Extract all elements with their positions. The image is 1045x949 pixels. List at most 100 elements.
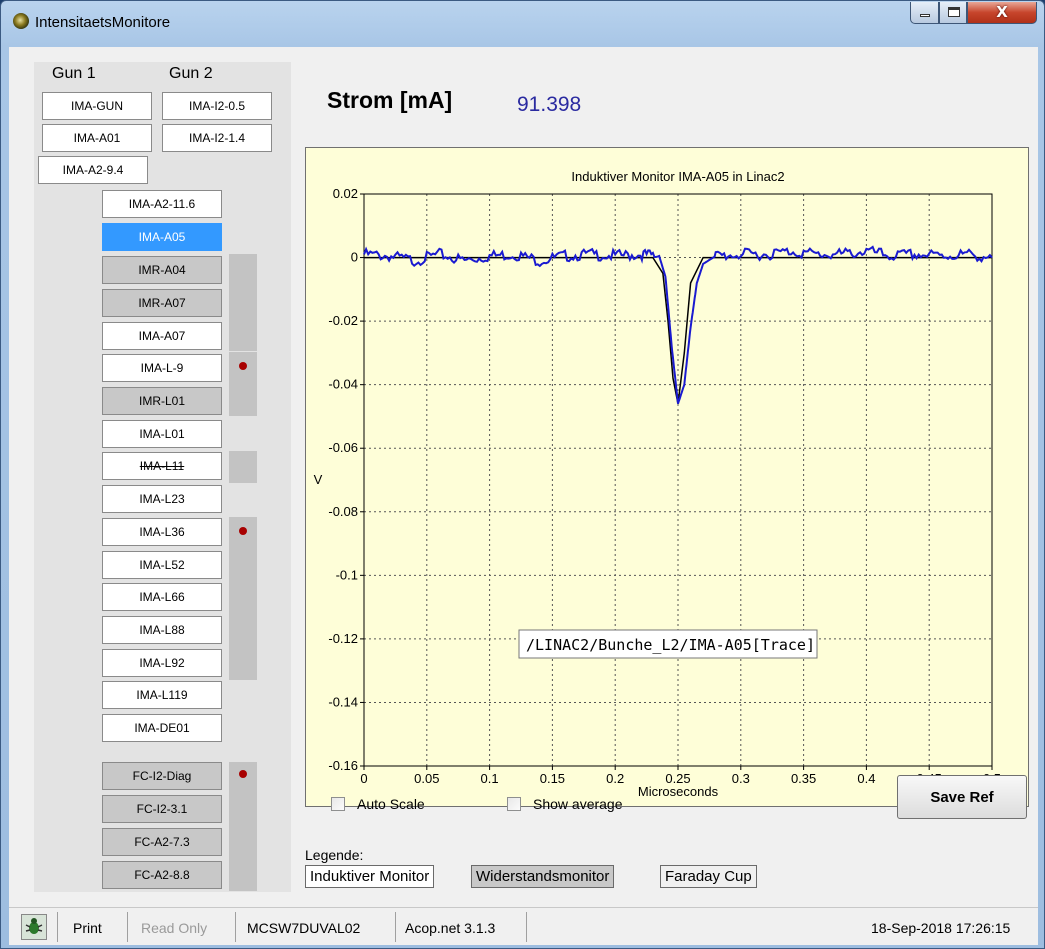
checkbox-box[interactable] bbox=[331, 797, 345, 811]
status-dot bbox=[239, 770, 247, 778]
x-tick-label: 0.15 bbox=[540, 771, 565, 786]
monitor-button-ima-a05[interactable]: IMA-A05 bbox=[102, 223, 222, 251]
monitor-button-ima-gun[interactable]: IMA-GUN bbox=[42, 92, 152, 120]
x-tick-label: 0.25 bbox=[665, 771, 690, 786]
monitor-button-label: IMA-GUN bbox=[71, 99, 123, 113]
y-tick-label: -0.08 bbox=[328, 504, 358, 519]
version-label: Acop.net 3.1.3 bbox=[405, 920, 496, 936]
chart-tooltip-box bbox=[518, 629, 818, 659]
read-only-status: Read Only bbox=[141, 920, 208, 936]
monitor-button-label: FC-I2-3.1 bbox=[136, 802, 188, 816]
monitor-button-ima-l52[interactable]: IMA-L52 bbox=[102, 551, 222, 579]
monitor-button-imr-l01[interactable]: IMR-L01 bbox=[102, 387, 222, 415]
monitor-button-label: IMA-I2-1.4 bbox=[188, 131, 245, 145]
close-icon: X bbox=[996, 3, 1008, 21]
monitor-button-label: IMR-A04 bbox=[138, 263, 186, 277]
legend-title: Legende: bbox=[305, 847, 364, 863]
x-tick-label: 0.3 bbox=[732, 771, 750, 786]
y-tick-label: -0.06 bbox=[328, 440, 358, 455]
monitor-button-imr-a04[interactable]: IMR-A04 bbox=[102, 256, 222, 284]
monitor-button-ima-l-9[interactable]: IMA-L-9 bbox=[102, 354, 222, 382]
y-tick-label: -0.16 bbox=[328, 758, 358, 773]
save-ref-button[interactable]: Save Ref bbox=[897, 775, 1027, 819]
current-value: 91.398 bbox=[517, 93, 582, 116]
monitor-button-ima-l11[interactable]: IMA-L11 bbox=[102, 452, 222, 480]
chart-tooltip-text: /LINAC2/Bunche_L2/IMA-A05[Trace] bbox=[526, 636, 815, 654]
x-tick-label: 0 bbox=[360, 771, 367, 786]
legend-induktiver: Induktiver Monitor bbox=[305, 865, 435, 888]
monitor-button-ima-a01[interactable]: IMA-A01 bbox=[42, 124, 152, 152]
y-tick-label: -0.02 bbox=[328, 313, 358, 328]
title-bar[interactable]: IntensitaetsMonitore X bbox=[1, 1, 1044, 43]
indicator-bar bbox=[229, 762, 257, 891]
legend-widerstand: Widerstandsmonitor bbox=[471, 865, 615, 888]
print-button[interactable]: Print bbox=[73, 920, 102, 936]
monitor-button-label: IMA-A2-11.6 bbox=[128, 197, 196, 211]
monitor-button-label: IMA-A01 bbox=[73, 131, 121, 145]
monitor-button-label: IMA-A2-9.4 bbox=[62, 163, 124, 177]
monitor-button-fc-a2-7-3[interactable]: FC-A2-7.3 bbox=[102, 828, 222, 856]
y-tick-label: -0.14 bbox=[328, 694, 358, 709]
minimize-icon bbox=[920, 14, 930, 17]
status-separator bbox=[57, 912, 58, 942]
monitor-button-label: IMA-L23 bbox=[139, 492, 185, 506]
status-dot bbox=[239, 527, 247, 535]
monitor-button-fc-i2-3-1[interactable]: FC-I2-3.1 bbox=[102, 795, 222, 823]
monitor-button-label: IMA-L36 bbox=[139, 525, 185, 539]
datetime-label: 18-Sep-2018 17:26:15 bbox=[871, 920, 1011, 936]
monitor-button-ima-a07[interactable]: IMA-A07 bbox=[102, 322, 222, 350]
monitor-button-label: IMA-L01 bbox=[139, 427, 185, 441]
monitor-button-ima-de01[interactable]: IMA-DE01 bbox=[102, 714, 222, 742]
monitor-button-ima-l119[interactable]: IMA-L119 bbox=[102, 681, 222, 709]
x-tick-label: 0.2 bbox=[606, 771, 624, 786]
y-tick-label: -0.1 bbox=[336, 567, 358, 582]
status-separator bbox=[526, 912, 527, 942]
status-dot bbox=[239, 362, 247, 370]
monitor-button-label: IMR-L01 bbox=[138, 394, 185, 408]
minimize-button[interactable] bbox=[910, 2, 939, 24]
host-name: MCSW7DUVAL02 bbox=[247, 920, 361, 936]
y-tick-label: -0.12 bbox=[328, 631, 358, 646]
indicator-bar bbox=[229, 254, 257, 351]
y-axis-label: V bbox=[314, 472, 323, 487]
window-title: IntensitaetsMonitore bbox=[35, 14, 171, 31]
x-axis-label: Microseconds bbox=[638, 784, 719, 799]
monitor-button-ima-l01[interactable]: IMA-L01 bbox=[102, 420, 222, 448]
status-separator bbox=[127, 912, 128, 942]
close-button[interactable]: X bbox=[967, 2, 1037, 24]
x-tick-label: 0.05 bbox=[414, 771, 439, 786]
monitor-button-ima-l92[interactable]: IMA-L92 bbox=[102, 649, 222, 677]
monitor-button-imr-a07[interactable]: IMR-A07 bbox=[102, 289, 222, 317]
chart-svg: 0.02 0 -0.02 -0.04 -0.06 -0.08 -0.1 -0.12 -0.14 -… bbox=[314, 169, 1001, 799]
maximize-icon bbox=[948, 7, 960, 17]
monitor-button-label: IMA-L66 bbox=[139, 590, 185, 604]
monitor-button-ima-a2-11-6[interactable]: IMA-A2-11.6 bbox=[102, 190, 222, 218]
monitor-button-label: IMA-L-9 bbox=[140, 361, 184, 375]
y-tick-label: 0.02 bbox=[333, 186, 358, 201]
monitor-button-label: IMR-A07 bbox=[138, 296, 186, 310]
monitor-button-fc-a2-8-8[interactable]: FC-A2-8.8 bbox=[102, 861, 222, 889]
monitor-button-ima-l23[interactable]: IMA-L23 bbox=[102, 485, 222, 513]
monitor-button-label: IMA-A07 bbox=[138, 329, 186, 343]
monitor-button-ima-i2-0-5[interactable]: IMA-I2-0.5 bbox=[162, 92, 272, 120]
monitor-button-ima-l88[interactable]: IMA-L88 bbox=[102, 616, 222, 644]
x-tick-label: 0.4 bbox=[857, 771, 875, 786]
monitor-button-label: IMA-L92 bbox=[139, 656, 185, 670]
monitor-button-ima-i2-1-4[interactable]: IMA-I2-1.4 bbox=[162, 124, 272, 152]
gun1-header: Gun 1 bbox=[52, 65, 96, 82]
app-icon bbox=[13, 13, 29, 29]
monitor-button-ima-l36[interactable]: IMA-L36 bbox=[102, 518, 222, 546]
monitor-button-label: IMA-L88 bbox=[139, 623, 185, 637]
monitor-button-label: FC-A2-7.3 bbox=[134, 835, 190, 849]
monitor-button-ima-a2-9-4[interactable]: IMA-A2-9.4 bbox=[38, 156, 148, 184]
checkbox-box[interactable] bbox=[507, 797, 521, 811]
monitor-button-fc-i2-diag[interactable]: FC-I2-Diag bbox=[102, 762, 222, 790]
maximize-button[interactable] bbox=[939, 2, 967, 24]
monitor-selector-panel: Gun 1 Gun 2 IMA-GUN IMA-I2-0.5 IMA-A01 IMA-… bbox=[34, 62, 291, 892]
indicator-bar bbox=[229, 517, 257, 680]
monitor-button-ima-l66[interactable]: IMA-L66 bbox=[102, 583, 222, 611]
chart-title: Induktiver Monitor IMA-A05 in Linac2 bbox=[571, 169, 784, 184]
trace-chart[interactable]: 0.02 0 -0.02 -0.04 -0.06 -0.08 -0.1 -0.12 -0.14 -… bbox=[305, 147, 1029, 807]
bug-icon[interactable] bbox=[21, 914, 47, 940]
plot-border bbox=[363, 193, 993, 767]
